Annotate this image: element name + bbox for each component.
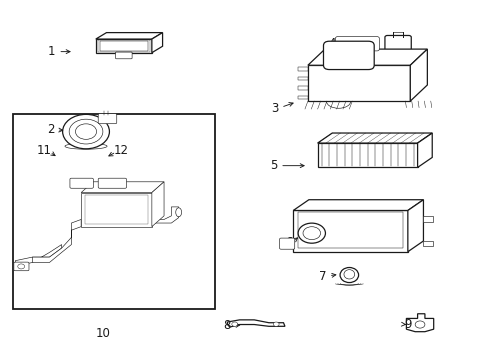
Bar (298, 77, 307, 80)
Circle shape (69, 119, 102, 144)
Ellipse shape (339, 267, 358, 283)
Bar (298, 86, 307, 90)
Bar (298, 212, 402, 248)
Bar (298, 96, 307, 99)
Ellipse shape (65, 143, 107, 149)
Bar (423, 216, 432, 222)
Text: 9: 9 (404, 318, 411, 331)
Bar (100, 41, 148, 51)
Circle shape (231, 322, 237, 326)
Polygon shape (307, 49, 427, 65)
Text: 4: 4 (328, 37, 335, 50)
Polygon shape (81, 182, 163, 193)
Text: 11: 11 (37, 144, 52, 157)
Polygon shape (317, 133, 431, 143)
FancyBboxPatch shape (14, 262, 29, 271)
Circle shape (75, 124, 96, 139)
Polygon shape (152, 207, 178, 223)
Circle shape (303, 227, 320, 240)
FancyBboxPatch shape (70, 178, 93, 188)
Polygon shape (152, 182, 163, 226)
Bar (98, 40, 150, 52)
Text: 3: 3 (271, 102, 278, 115)
Bar (298, 67, 307, 71)
Text: 2: 2 (46, 123, 54, 136)
Ellipse shape (175, 208, 181, 217)
Ellipse shape (343, 270, 354, 279)
Polygon shape (15, 244, 61, 266)
Circle shape (414, 321, 424, 328)
Text: 8: 8 (223, 319, 230, 332)
Bar (13, 114, 215, 309)
Text: 10: 10 (96, 327, 110, 340)
Polygon shape (307, 65, 409, 101)
Polygon shape (227, 320, 285, 327)
FancyBboxPatch shape (323, 41, 373, 69)
Polygon shape (406, 314, 433, 332)
Polygon shape (409, 49, 427, 101)
Polygon shape (96, 39, 152, 53)
Polygon shape (407, 200, 423, 252)
Bar (293, 211, 407, 252)
Circle shape (62, 114, 109, 149)
Circle shape (18, 264, 24, 269)
FancyBboxPatch shape (279, 238, 294, 249)
Circle shape (273, 322, 279, 326)
Polygon shape (32, 220, 81, 262)
FancyBboxPatch shape (335, 37, 379, 51)
Polygon shape (417, 133, 431, 167)
FancyBboxPatch shape (98, 178, 126, 188)
Circle shape (298, 223, 325, 243)
FancyBboxPatch shape (115, 52, 132, 59)
Text: 1: 1 (48, 45, 56, 58)
Bar (317, 143, 417, 167)
Bar (384, 49, 411, 53)
Text: 12: 12 (114, 144, 129, 157)
Polygon shape (152, 33, 162, 53)
Bar (85, 195, 148, 224)
Bar (423, 240, 432, 246)
Polygon shape (293, 200, 423, 211)
Text: 7: 7 (318, 270, 325, 283)
Polygon shape (96, 33, 162, 39)
FancyBboxPatch shape (384, 36, 410, 51)
FancyBboxPatch shape (98, 114, 117, 124)
Text: 6: 6 (284, 236, 291, 249)
Polygon shape (81, 193, 152, 226)
Text: 5: 5 (269, 159, 277, 172)
